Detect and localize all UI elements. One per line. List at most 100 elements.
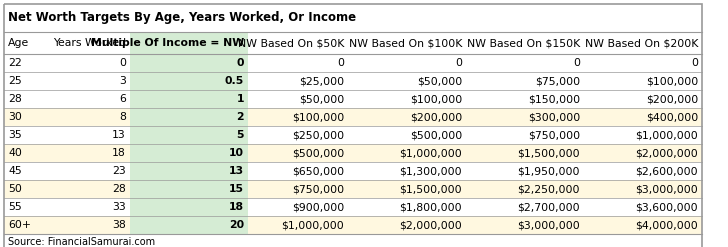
Text: $200,000: $200,000 <box>646 94 698 104</box>
Text: 35: 35 <box>8 130 22 140</box>
Text: Source: FinancialSamurai.com: Source: FinancialSamurai.com <box>8 237 155 247</box>
Text: $300,000: $300,000 <box>528 112 580 122</box>
Text: 30: 30 <box>8 112 22 122</box>
Text: $650,000: $650,000 <box>292 166 344 176</box>
Bar <box>4 72 702 90</box>
Text: 0.5: 0.5 <box>225 76 244 86</box>
Bar <box>130 72 248 90</box>
Text: 0: 0 <box>337 58 344 68</box>
Text: $150,000: $150,000 <box>528 94 580 104</box>
Text: 6: 6 <box>119 94 126 104</box>
Text: $3,000,000: $3,000,000 <box>518 220 580 230</box>
Bar <box>130 108 248 126</box>
Text: 15: 15 <box>229 184 244 194</box>
Text: 50: 50 <box>8 184 22 194</box>
Bar <box>4 198 702 216</box>
Text: 38: 38 <box>112 220 126 230</box>
Text: $200,000: $200,000 <box>410 112 462 122</box>
Text: 13: 13 <box>112 130 126 140</box>
Text: 22: 22 <box>8 58 22 68</box>
Bar <box>4 54 702 72</box>
Text: 0: 0 <box>455 58 462 68</box>
Text: $2,700,000: $2,700,000 <box>518 202 580 212</box>
Text: 23: 23 <box>112 166 126 176</box>
Text: 33: 33 <box>112 202 126 212</box>
Text: $750,000: $750,000 <box>292 184 344 194</box>
Text: 3: 3 <box>119 76 126 86</box>
Text: NW Based On $50K: NW Based On $50K <box>237 38 344 48</box>
Bar <box>4 108 702 126</box>
Bar <box>4 162 702 180</box>
Text: $100,000: $100,000 <box>646 76 698 86</box>
Text: $50,000: $50,000 <box>416 76 462 86</box>
Bar <box>130 144 248 162</box>
Text: $4,000,000: $4,000,000 <box>636 220 698 230</box>
Text: 2: 2 <box>237 112 244 122</box>
Text: NW Based On $100K: NW Based On $100K <box>349 38 462 48</box>
Bar <box>4 32 702 54</box>
Text: $50,000: $50,000 <box>298 94 344 104</box>
Text: Multiple Of Income = NW: Multiple Of Income = NW <box>91 38 244 48</box>
Text: 0: 0 <box>691 58 698 68</box>
Text: 20: 20 <box>229 220 244 230</box>
Text: $750,000: $750,000 <box>528 130 580 140</box>
Text: $1,950,000: $1,950,000 <box>518 166 580 176</box>
Text: 28: 28 <box>8 94 22 104</box>
Text: 60+: 60+ <box>8 220 31 230</box>
Text: $250,000: $250,000 <box>292 130 344 140</box>
Bar <box>130 180 248 198</box>
Text: $100,000: $100,000 <box>292 112 344 122</box>
Text: 10: 10 <box>229 148 244 158</box>
Bar <box>130 216 248 234</box>
Text: 18: 18 <box>112 148 126 158</box>
Bar <box>4 4 702 32</box>
Text: 28: 28 <box>112 184 126 194</box>
Bar <box>130 54 248 72</box>
Text: $900,000: $900,000 <box>292 202 344 212</box>
Text: $3,600,000: $3,600,000 <box>636 202 698 212</box>
Text: Years Worked: Years Worked <box>53 38 126 48</box>
Text: $1,300,000: $1,300,000 <box>400 166 462 176</box>
Text: $400,000: $400,000 <box>646 112 698 122</box>
Bar <box>130 90 248 108</box>
Text: $2,600,000: $2,600,000 <box>636 166 698 176</box>
Text: 8: 8 <box>119 112 126 122</box>
Text: $75,000: $75,000 <box>535 76 580 86</box>
Text: $2,000,000: $2,000,000 <box>399 220 462 230</box>
Text: $1,000,000: $1,000,000 <box>399 148 462 158</box>
Bar <box>130 162 248 180</box>
Text: 40: 40 <box>8 148 22 158</box>
Bar <box>4 144 702 162</box>
Text: 0: 0 <box>573 58 580 68</box>
Text: $500,000: $500,000 <box>410 130 462 140</box>
Text: 0: 0 <box>237 58 244 68</box>
Text: $1,500,000: $1,500,000 <box>400 184 462 194</box>
Bar <box>130 198 248 216</box>
Text: 18: 18 <box>229 202 244 212</box>
Text: Net Worth Targets By Age, Years Worked, Or Income: Net Worth Targets By Age, Years Worked, … <box>8 12 356 24</box>
Text: 55: 55 <box>8 202 22 212</box>
Text: 25: 25 <box>8 76 22 86</box>
Bar <box>4 234 702 247</box>
Text: 45: 45 <box>8 166 22 176</box>
Bar <box>130 126 248 144</box>
Text: $1,500,000: $1,500,000 <box>518 148 580 158</box>
Text: $500,000: $500,000 <box>292 148 344 158</box>
Bar <box>4 90 702 108</box>
Text: 1: 1 <box>237 94 244 104</box>
Text: $2,000,000: $2,000,000 <box>636 148 698 158</box>
Text: 5: 5 <box>237 130 244 140</box>
Bar <box>130 32 248 54</box>
Text: $1,800,000: $1,800,000 <box>400 202 462 212</box>
Text: $2,250,000: $2,250,000 <box>518 184 580 194</box>
Text: 13: 13 <box>229 166 244 176</box>
Text: $3,000,000: $3,000,000 <box>636 184 698 194</box>
Text: Age: Age <box>8 38 29 48</box>
Bar <box>4 216 702 234</box>
Text: $100,000: $100,000 <box>410 94 462 104</box>
Text: $25,000: $25,000 <box>299 76 344 86</box>
Text: $1,000,000: $1,000,000 <box>636 130 698 140</box>
Text: $1,000,000: $1,000,000 <box>281 220 344 230</box>
Bar <box>4 126 702 144</box>
Bar <box>4 180 702 198</box>
